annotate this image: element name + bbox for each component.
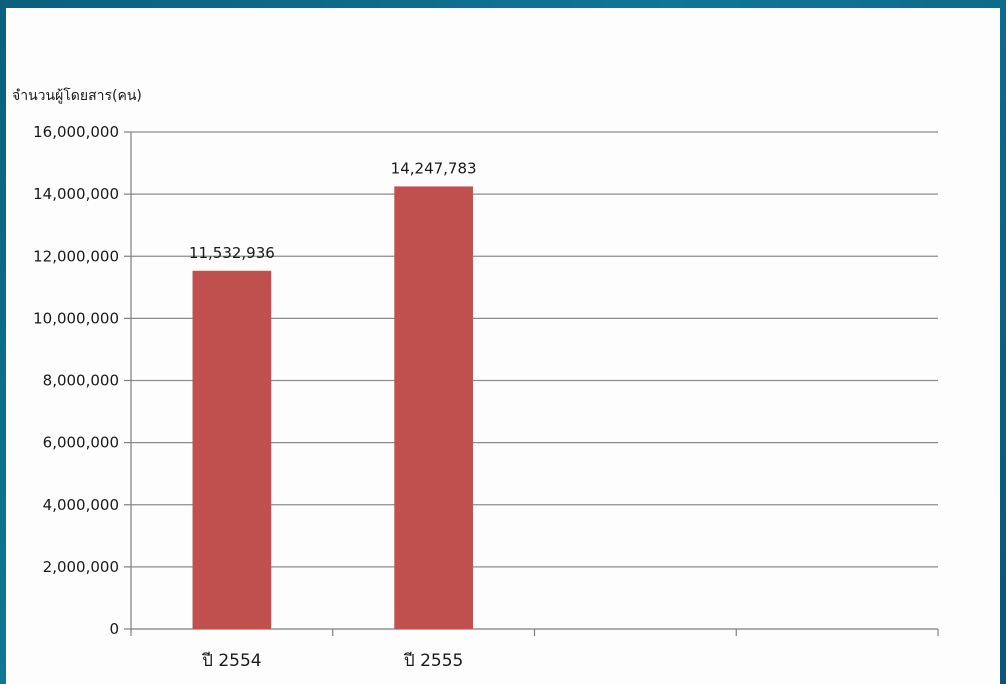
data-label: 14,247,783 [391,159,477,177]
y-tick-label: 10,000,000 [33,309,119,327]
bar-chart: จำนวนผู้โดยสาร(คน) 0 2,000,000 4,000,000 6,… [12,87,939,671]
chart-panel: จำนวนผู้โดยสาร(คน) 0 2,000,000 4,000,000 6,… [6,8,1000,684]
bars [192,186,473,630]
y-tick-labels: 0 2,000,000 4,000,000 6,000,000 8,000,000 10,… [33,123,119,638]
y-axis-title: จำนวนผู้โดยสาร(คน) [12,87,142,104]
x-category-label: ปี 2554 [201,651,261,671]
x-category-label: ปี 2555 [403,651,463,671]
y-tick-label: 6,000,000 [43,434,119,452]
y-tick-label: 12,000,000 [33,247,119,265]
data-label: 11,532,936 [189,244,275,262]
y-tick-label: 16,000,000 [33,123,119,141]
y-tick-label: 0 [109,620,119,638]
bar [394,186,473,630]
data-labels: 11,532,936 14,247,783 [189,159,477,261]
y-tick-label: 2,000,000 [43,558,119,576]
y-tick-label: 8,000,000 [43,372,119,390]
y-tick-label: 4,000,000 [43,496,119,514]
y-tick-label: 14,000,000 [33,185,119,203]
category-labels: ปี 2554 ปี 2555 [201,651,463,671]
bar [192,270,272,629]
